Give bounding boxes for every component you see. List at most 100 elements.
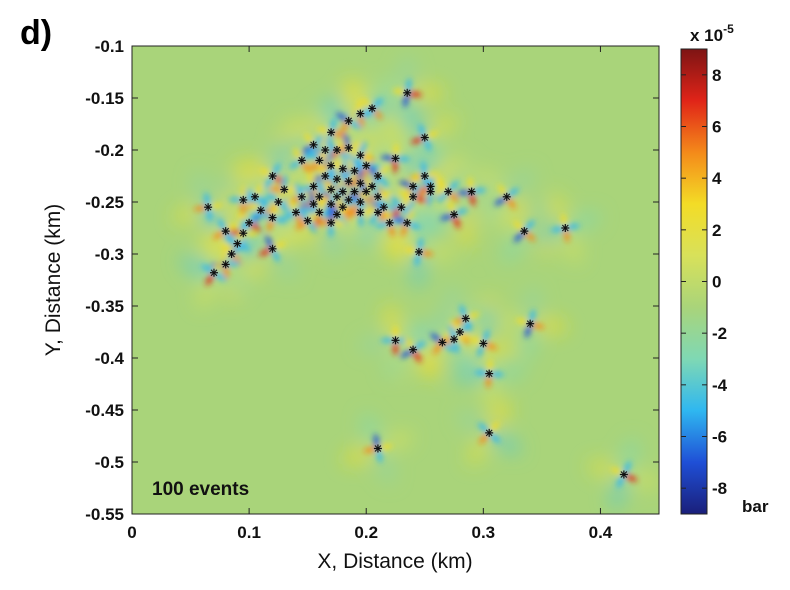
event-marker [274,198,283,206]
near-positive-lobe [253,183,264,198]
near-negative-lobe [616,473,626,489]
near-negative-lobe [380,337,397,344]
near-positive-lobe [432,341,444,355]
near-positive-lobe [222,249,229,266]
colorbar-tick-label: -8 [712,479,727,498]
near-field-group [474,358,505,389]
negative-lobe [477,306,497,346]
event-marker [268,213,277,222]
near-positive-lobe [392,339,399,356]
event-marker [256,206,265,215]
event-marker [221,260,230,269]
event-marker [467,187,476,196]
event-marker [420,133,429,142]
near-positive-lobe [295,219,309,231]
near-positive-lobe [346,157,356,172]
event-marker [356,179,365,188]
event-marker [332,175,341,184]
near-negative-lobe [394,155,411,162]
colorbar-multiplier: x 10-5 [690,22,734,45]
near-negative-lobe [271,162,281,178]
near-negative-lobe [474,369,491,377]
event-marker [309,182,318,191]
colorbar-tick-label: 6 [712,118,721,137]
positive-lobe [380,242,421,261]
event-marker [344,177,353,186]
near-positive-lobe [288,198,298,214]
event-marker [250,192,259,201]
event-marker [485,369,494,378]
event-marker [303,216,312,225]
positive-lobe [528,316,568,335]
x-axis-ticks: 0 0.1 0.2 0.3 0.4 [127,46,613,542]
negative-lobe [522,285,542,326]
near-positive-lobe [486,358,493,375]
event-marker [356,208,365,217]
near-negative-lobe [282,211,297,220]
x-tick-label: 0 [127,523,136,542]
near-negative-lobe [311,174,327,183]
event-marker [344,195,353,204]
near-field-group [494,184,520,210]
near-field-group [335,107,362,134]
event-marker [373,192,382,201]
y-tick-label: -0.5 [95,453,124,472]
event-marker [221,227,230,236]
near-negative-lobe [376,199,387,214]
near-positive-lobe [365,203,379,214]
event-marker [344,116,353,125]
near-negative-lobe [259,196,269,212]
colorbar-tick-label: 8 [712,66,721,85]
near-positive-lobe [411,348,422,363]
near-positive-lobe [247,202,262,212]
near-negative-lobe [281,174,288,191]
near-negative-lobe [335,112,350,123]
positive-lobe [405,83,446,102]
x-tick-label: 0.3 [472,523,496,542]
positive-lobe [492,312,533,331]
event-marker [239,229,248,238]
near-positive-lobe [610,466,625,476]
near-positive-lobe [292,147,304,162]
near-field-group [295,208,321,234]
near-positive-lobe [392,325,399,342]
near-negative-lobe [271,247,281,263]
near-field-group [201,259,227,286]
event-marker [327,185,336,194]
near-field-group [316,207,347,238]
event-marker [338,203,347,212]
near-negative-lobe [224,260,241,267]
near-negative-lobe [412,341,426,351]
event-marker [309,140,318,149]
near-negative-lobe [494,195,508,207]
colorbar-tick-label: 2 [712,221,721,240]
event-marker [204,203,213,212]
event-marker [350,166,359,175]
colorbar-ticks: 8 6 4 2 0 -2 -4 -6 -8 [681,66,728,498]
near-positive-lobe [318,162,327,178]
event-marker [280,185,289,194]
event-marker [619,470,628,479]
positive-lobe [587,459,626,480]
near-positive-lobe [269,186,286,193]
near-positive-lobe [485,372,492,389]
event-marker [391,336,400,345]
near-negative-lobe [201,264,216,274]
near-positive-lobe [347,107,358,122]
event-marker [391,154,400,163]
event-marker [409,182,418,191]
event-marker [362,187,371,196]
event-marker [409,192,418,201]
stress-lobe-group [587,437,659,512]
colorbar-tick-label: -4 [712,376,728,395]
colorbar-unit: bar [742,497,769,516]
event-marker [315,208,324,217]
y-tick-label: -0.25 [85,193,124,212]
event-marker [327,200,336,209]
event-marker [356,198,365,206]
near-positive-lobe [497,184,508,198]
near-positive-lobe [271,241,287,251]
y-axis-label: Y, Distance (km) [42,204,65,357]
event-marker [368,182,377,191]
y-tick-label: -0.15 [85,89,124,108]
